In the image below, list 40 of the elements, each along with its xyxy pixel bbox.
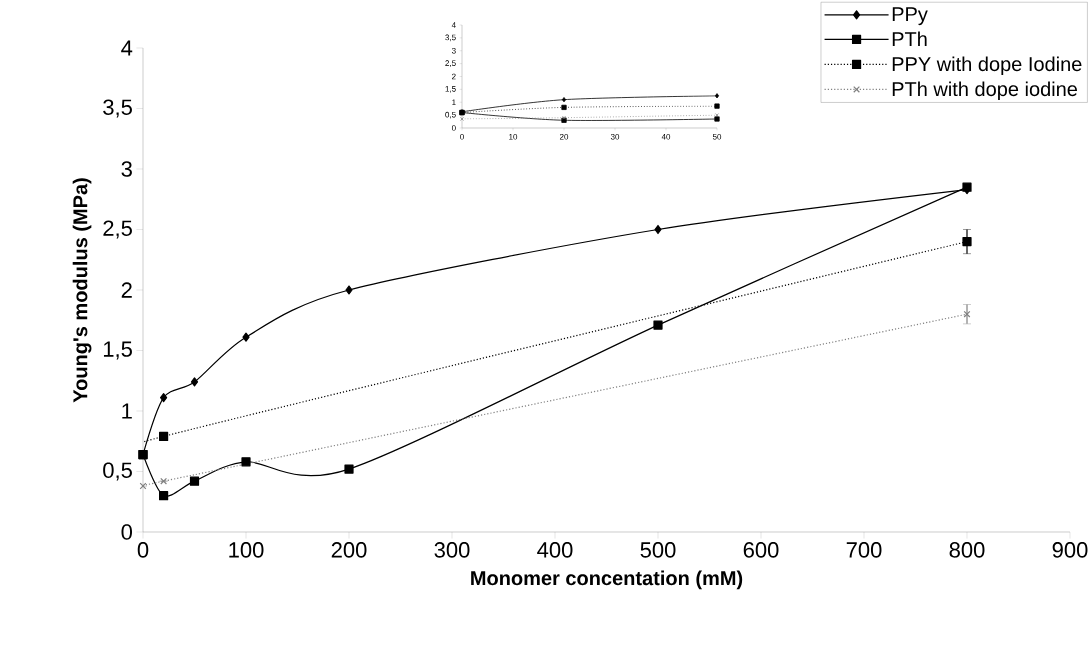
x-tick-label: 0 — [460, 133, 464, 140]
x-tick-label: 700 — [846, 542, 882, 558]
y-tick-label: 3,5 — [103, 99, 132, 118]
x-tick-label: 100 — [229, 542, 264, 558]
x-axis-title: Monomer concentation (mM) — [471, 570, 743, 590]
y-tick-label: 4 — [121, 40, 133, 56]
legend-label: PPY with dope Iodine — [892, 56, 1082, 76]
y-tick-label: 1,5 — [103, 341, 132, 360]
y-tick-label: 0,5 — [103, 462, 132, 481]
x-tick-label: 300 — [434, 542, 470, 558]
x-tick-label: 500 — [640, 542, 676, 558]
x-tick-label: 0 — [137, 542, 149, 558]
y-tick-label: 3 — [121, 161, 132, 177]
x-tick-label: 50 — [712, 133, 722, 140]
y-axis-title: Young's modulus (MPa) — [72, 178, 92, 403]
x-tick-label: 200 — [331, 542, 367, 558]
x-tick-label: 10 — [509, 133, 518, 140]
x-tick-label: 40 — [661, 133, 671, 140]
y-tick-label: 3,5 — [445, 34, 456, 42]
x-tick-label: 900 — [1052, 542, 1088, 558]
y-tick-label: 4 — [451, 22, 456, 28]
y-tick-label: 2,5 — [103, 220, 132, 239]
x-tick-label: 30 — [610, 133, 620, 140]
y-tick-label: 2,5 — [445, 60, 456, 67]
x-tick-label: 20 — [559, 133, 569, 140]
y-tick-label: 1 — [452, 99, 456, 105]
y-tick-label: 0 — [451, 125, 456, 131]
y-tick-label: 0 — [121, 524, 133, 540]
x-tick-label: 800 — [949, 542, 985, 558]
y-tick-label: 3 — [451, 47, 456, 54]
y-tick-label: 2 — [121, 282, 132, 298]
y-tick-label: 1 — [122, 403, 132, 419]
legend-label: PTh — [892, 31, 927, 46]
y-tick-label: 2 — [452, 73, 456, 80]
y-tick-label: 0,5 — [445, 111, 456, 119]
legend-label: PTh with dope iodine — [892, 81, 1078, 101]
x-tick-label: 600 — [743, 542, 779, 558]
legend-label: PPy — [892, 7, 928, 26]
y-tick-label: 1,5 — [445, 86, 456, 93]
x-tick-label: 400 — [537, 542, 573, 558]
